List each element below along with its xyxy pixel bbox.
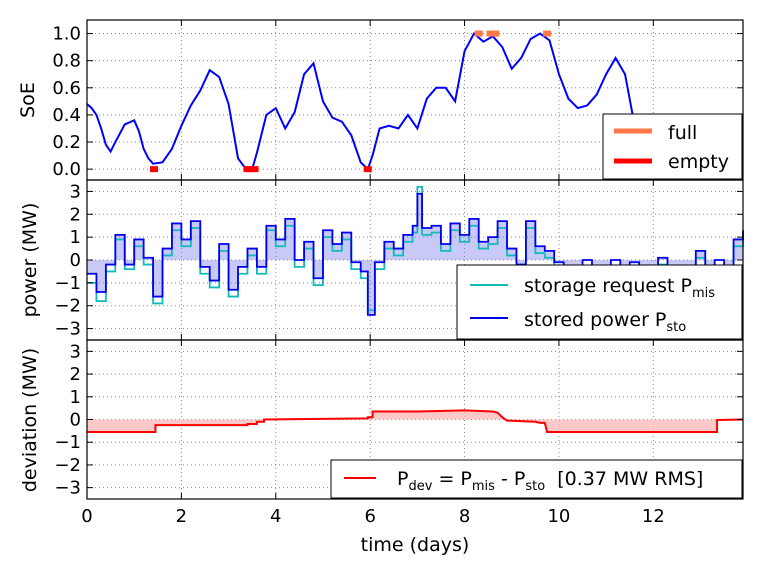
y-tick-label: 2 xyxy=(70,364,81,385)
x-tick-label: 4 xyxy=(270,506,281,527)
deviation-marks xyxy=(87,409,744,433)
x-ticks: 0 2 4 6 8 10 12 xyxy=(81,506,665,527)
y-tick-label: 0.6 xyxy=(52,78,81,99)
y-tick-label: 0.0 xyxy=(52,159,81,180)
legend-sto-sub: sto xyxy=(525,479,545,494)
y-tick-label: 3 xyxy=(70,181,81,202)
legend-dev-p: P xyxy=(397,468,408,490)
x-tick-label: 10 xyxy=(547,506,570,527)
y-tick-label: 0.8 xyxy=(52,51,81,72)
legend-request-label: storage request Pmis xyxy=(524,275,715,301)
soe-panel: 0.0 0.2 0.4 0.6 0.8 1.0 SoE full empty xyxy=(17,19,744,181)
empty-marker xyxy=(363,166,372,173)
deviation-legend-box xyxy=(330,459,743,499)
soe-legend: full empty xyxy=(602,113,743,180)
x-tick-label: 0 xyxy=(81,506,92,527)
empty-marker xyxy=(245,166,254,173)
legend-full-label: full xyxy=(668,122,697,144)
legend-stored-label: stored power Psto xyxy=(524,309,686,335)
power-ylabel: power (MW) xyxy=(19,203,41,318)
legend-stored-text: stored power P xyxy=(524,309,666,331)
legend-stored-sub: sto xyxy=(666,320,686,335)
y-tick-label: 0.2 xyxy=(52,132,81,153)
stored-power-line xyxy=(87,192,744,316)
legend-request-sub: mis xyxy=(692,286,715,301)
y-tick-label: −2 xyxy=(54,455,81,476)
soe-y-ticks: 0.0 0.2 0.4 0.6 0.8 1.0 xyxy=(52,20,743,180)
power-legend: storage request Pmis stored power Psto xyxy=(456,264,743,340)
y-tick-label: −1 xyxy=(54,432,81,453)
x-tick-label: 2 xyxy=(176,506,187,527)
x-tick-label: 8 xyxy=(459,506,470,527)
x-axis-label: time (days) xyxy=(361,534,470,556)
legend-dev-sub: dev xyxy=(408,479,432,494)
deviation-axes-frame xyxy=(86,339,744,500)
y-tick-label: 2 xyxy=(70,204,81,225)
y-tick-label: −1 xyxy=(54,273,81,294)
full-marker xyxy=(474,30,483,37)
legend-dev-rms: [0.37 MW RMS] xyxy=(545,468,703,490)
deviation-ylabel: deviation (MW) xyxy=(19,348,41,492)
y-tick-label: 0 xyxy=(70,250,81,271)
legend-deviation-label: Pdev = Pmis - Psto [0.37 MW RMS] xyxy=(397,468,703,494)
empty-marker xyxy=(150,166,159,173)
y-tick-label: −3 xyxy=(54,478,81,499)
deviation-legend: Pdev = Pmis - Psto [0.37 MW RMS] xyxy=(330,459,743,499)
legend-request-text: storage request P xyxy=(524,275,692,297)
y-tick-label: 1 xyxy=(70,387,81,408)
y-tick-label: 1 xyxy=(70,227,81,248)
deviation-fill xyxy=(87,410,743,432)
y-tick-label: 0 xyxy=(70,410,81,431)
stored-power-fill xyxy=(87,193,743,315)
y-tick-label: 3 xyxy=(70,341,81,362)
deviation-line xyxy=(87,409,744,433)
x-tick-label: 6 xyxy=(364,506,375,527)
empty-marker xyxy=(250,166,259,173)
x-tick-label: 12 xyxy=(642,506,665,527)
soe-legend-box xyxy=(602,113,743,180)
full-marker xyxy=(543,30,552,37)
y-tick-label: 1.0 xyxy=(52,24,81,45)
soe-ylabel: SoE xyxy=(17,82,39,118)
legend-dev-minus: - P xyxy=(495,468,525,490)
y-tick-label: 0.4 xyxy=(52,105,81,126)
legend-dev-eq: = P xyxy=(432,468,471,490)
y-tick-label: −3 xyxy=(54,319,81,340)
power-legend-box xyxy=(456,264,743,340)
full-marker xyxy=(491,30,500,37)
soe-line xyxy=(86,31,744,171)
y-tick-label: −2 xyxy=(54,296,81,317)
legend-mis-sub: mis xyxy=(472,479,495,494)
legend-empty-label: empty xyxy=(668,151,729,173)
full-marker xyxy=(486,30,495,37)
